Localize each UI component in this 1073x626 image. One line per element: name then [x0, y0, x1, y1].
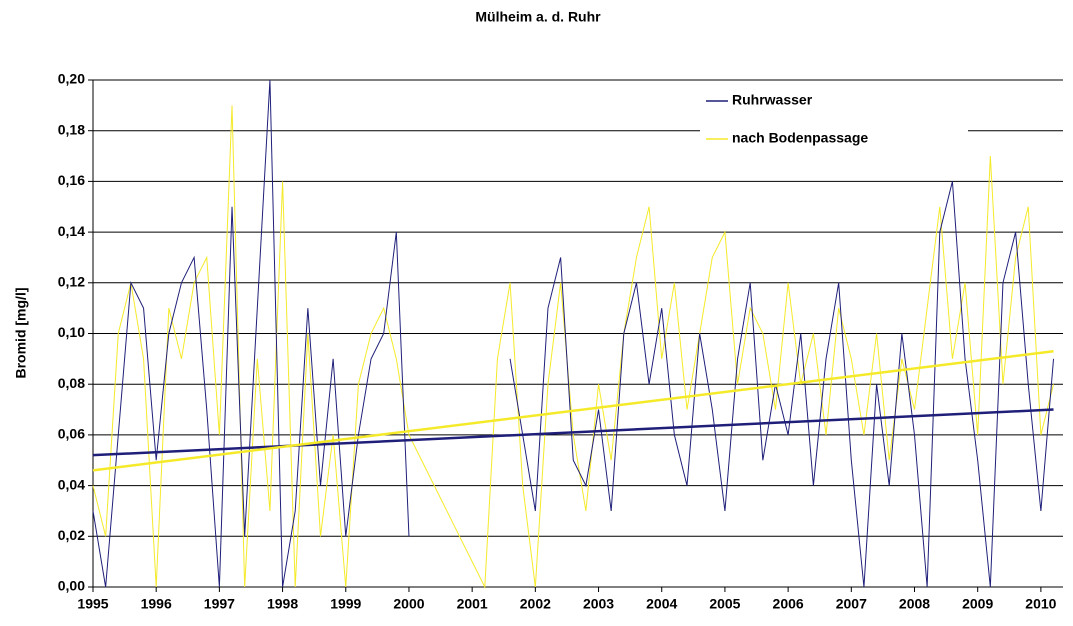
- x-tick-label: 2006: [773, 596, 804, 612]
- x-tick-label: 2009: [962, 596, 993, 612]
- y-tick-label: 0,02: [58, 527, 85, 543]
- x-tick-label: 2001: [457, 596, 488, 612]
- x-tick-label: 2007: [836, 596, 867, 612]
- x-tick-label: 1997: [204, 596, 235, 612]
- y-tick-label: 0,10: [58, 324, 85, 340]
- data-line: [92, 79, 410, 588]
- y-tick-label: 0,18: [58, 121, 85, 137]
- legend-label: Ruhrwasser: [732, 92, 813, 108]
- x-tick-label: 2008: [899, 596, 930, 612]
- trend-line: [92, 408, 1054, 457]
- y-tick-label: 0,14: [58, 223, 85, 239]
- x-tick-label: 2002: [520, 596, 551, 612]
- legend-box: [700, 88, 968, 154]
- x-tick-label: 2003: [583, 596, 614, 612]
- y-tick-label: 0,00: [58, 578, 85, 594]
- y-tick-label: 0,16: [58, 172, 85, 188]
- legend-label: nach Bodenpassage: [732, 130, 868, 146]
- x-tick-label: 1999: [330, 596, 361, 612]
- data-line: [509, 181, 1055, 588]
- x-tick-label: 1995: [77, 596, 108, 612]
- y-tick-label: 0,08: [58, 375, 85, 391]
- y-tick-label: 0,12: [58, 274, 85, 290]
- y-tick-label: 0,04: [58, 476, 85, 492]
- x-tick-label: 2010: [1025, 596, 1056, 612]
- data-line: [92, 105, 1055, 589]
- x-tick-label: 1998: [267, 596, 298, 612]
- chart-title: Mülheim a. d. Ruhr: [475, 9, 601, 25]
- x-tick-label: 1996: [141, 596, 172, 612]
- x-tick-label: 2004: [646, 596, 677, 612]
- trend-line: [92, 350, 1054, 472]
- x-tick-label: 2005: [709, 596, 740, 612]
- y-axis-label: Bromid [mg/l]: [13, 288, 29, 379]
- y-tick-label: 0,20: [58, 71, 85, 87]
- x-tick-label: 2000: [393, 596, 424, 612]
- y-tick-label: 0,06: [58, 426, 85, 442]
